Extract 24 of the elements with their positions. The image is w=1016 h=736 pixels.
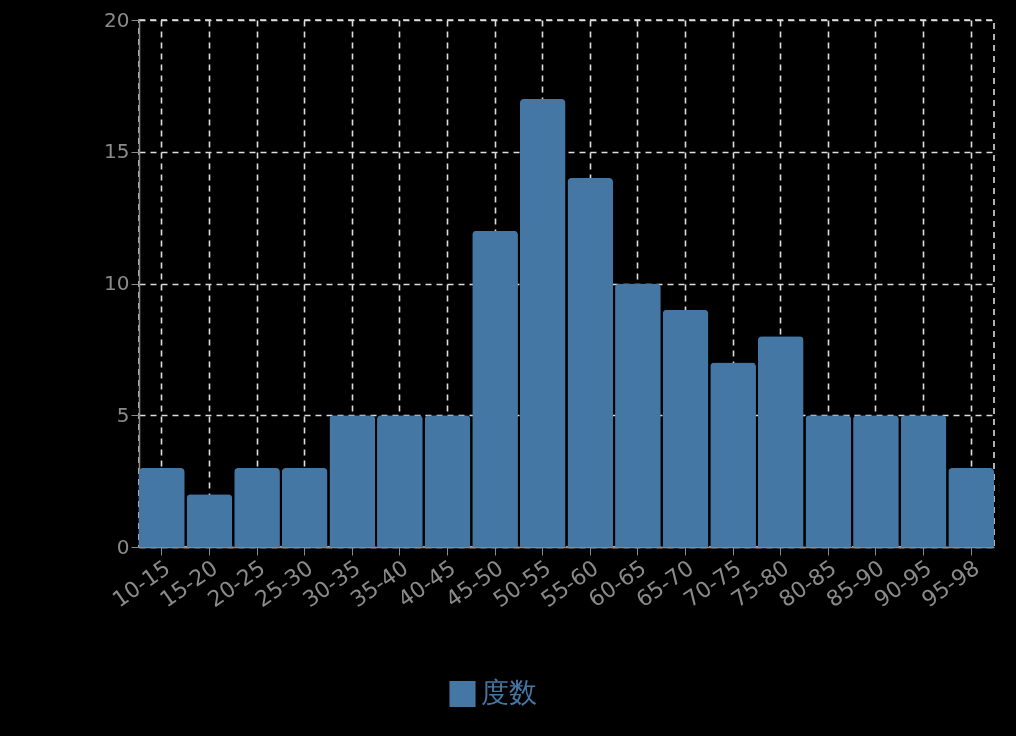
bar bbox=[424, 415, 471, 547]
bar bbox=[186, 494, 233, 547]
bar bbox=[234, 467, 280, 547]
y-tick-label: 10 bbox=[104, 271, 130, 295]
bar bbox=[710, 362, 756, 547]
bar bbox=[662, 309, 709, 547]
bar bbox=[805, 415, 852, 547]
y-tick-label: 0 bbox=[116, 534, 130, 559]
y-tick-label: 5 bbox=[116, 402, 130, 427]
bar bbox=[519, 99, 566, 547]
bar bbox=[567, 178, 614, 547]
y-tick-label: 15 bbox=[104, 139, 130, 164]
bar bbox=[329, 415, 376, 547]
bar bbox=[615, 283, 661, 547]
bar bbox=[948, 467, 994, 547]
bar bbox=[281, 467, 328, 547]
bar bbox=[853, 415, 899, 547]
y-tick-label: 20 bbox=[104, 7, 130, 32]
legend-label: 度数 bbox=[480, 676, 537, 709]
bar bbox=[472, 230, 518, 547]
bar bbox=[757, 336, 804, 547]
bar bbox=[900, 415, 947, 547]
bar bbox=[377, 415, 423, 547]
bar bbox=[139, 467, 185, 547]
